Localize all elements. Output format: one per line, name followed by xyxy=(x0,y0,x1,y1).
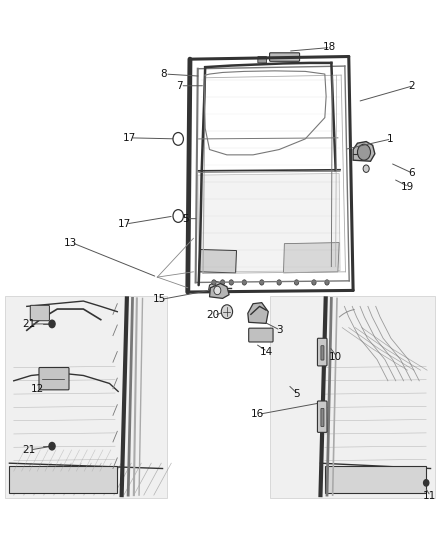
Polygon shape xyxy=(283,243,339,273)
FancyBboxPatch shape xyxy=(321,346,324,360)
Circle shape xyxy=(220,280,225,285)
Text: 11: 11 xyxy=(423,491,436,501)
Text: 21: 21 xyxy=(22,445,35,455)
Text: 2: 2 xyxy=(409,81,415,91)
FancyBboxPatch shape xyxy=(318,338,327,366)
Circle shape xyxy=(212,280,216,285)
FancyBboxPatch shape xyxy=(39,368,69,390)
Text: 8: 8 xyxy=(161,69,167,79)
Circle shape xyxy=(357,144,371,160)
Circle shape xyxy=(229,280,233,285)
FancyBboxPatch shape xyxy=(30,305,49,321)
Circle shape xyxy=(49,442,55,450)
Polygon shape xyxy=(353,142,375,161)
Polygon shape xyxy=(325,466,426,494)
Polygon shape xyxy=(208,281,223,292)
Text: 13: 13 xyxy=(64,238,77,247)
FancyBboxPatch shape xyxy=(269,296,435,498)
Circle shape xyxy=(312,280,316,285)
Text: 10: 10 xyxy=(329,352,342,362)
Text: 5: 5 xyxy=(293,389,300,399)
Text: 7: 7 xyxy=(176,81,182,91)
Circle shape xyxy=(294,280,299,285)
Polygon shape xyxy=(198,173,340,272)
Text: 19: 19 xyxy=(401,182,414,192)
Text: 21: 21 xyxy=(22,319,35,329)
FancyBboxPatch shape xyxy=(249,328,273,342)
Text: 16: 16 xyxy=(251,409,264,419)
Circle shape xyxy=(260,280,264,285)
FancyBboxPatch shape xyxy=(5,296,167,498)
Polygon shape xyxy=(248,303,268,324)
Text: 12: 12 xyxy=(31,384,44,394)
Text: 17: 17 xyxy=(122,133,136,143)
Circle shape xyxy=(277,280,281,285)
Text: 1: 1 xyxy=(387,134,393,144)
Circle shape xyxy=(242,280,247,285)
Text: 3: 3 xyxy=(276,325,283,335)
Circle shape xyxy=(214,286,221,295)
Text: 14: 14 xyxy=(259,346,273,357)
Text: 18: 18 xyxy=(322,43,336,52)
Text: 15: 15 xyxy=(153,294,166,304)
Text: 20: 20 xyxy=(206,310,219,320)
Polygon shape xyxy=(199,249,237,273)
Circle shape xyxy=(424,480,429,486)
FancyBboxPatch shape xyxy=(318,401,327,432)
Text: 5: 5 xyxy=(182,214,189,224)
Polygon shape xyxy=(209,284,229,298)
Circle shape xyxy=(173,133,184,146)
FancyBboxPatch shape xyxy=(269,53,300,61)
Polygon shape xyxy=(9,466,117,494)
Circle shape xyxy=(325,280,329,285)
Circle shape xyxy=(49,320,55,328)
Circle shape xyxy=(363,165,369,172)
FancyBboxPatch shape xyxy=(321,408,324,426)
Text: 6: 6 xyxy=(409,168,415,179)
Circle shape xyxy=(173,209,184,222)
FancyBboxPatch shape xyxy=(258,56,267,63)
Circle shape xyxy=(221,305,233,319)
Text: 17: 17 xyxy=(118,219,131,229)
